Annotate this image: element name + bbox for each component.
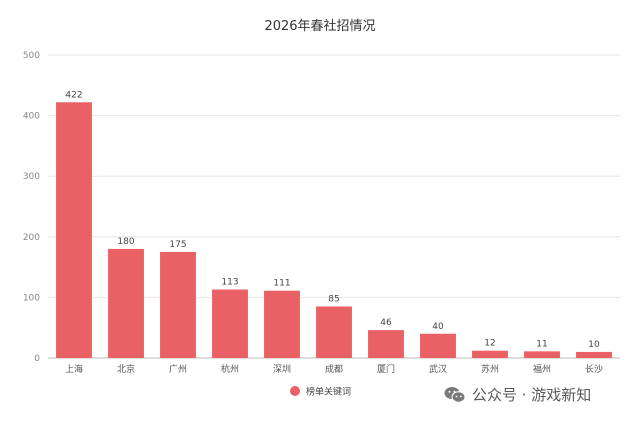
bar[interactable]	[420, 333, 456, 358]
data-labels: 422 180 175 113 111 85 46 40 12 11 10	[65, 90, 600, 350]
x-tick-label: 上海	[65, 363, 83, 375]
x-axis-categories: 上海 北京 广州 杭州 深圳 成都 厦门 武汉 苏州 福州 长沙	[65, 363, 603, 375]
bar-value-label: 180	[117, 237, 134, 247]
bar-value-label: 12	[484, 339, 495, 349]
y-tick-label: 100	[23, 293, 40, 303]
y-tick-label: 0	[34, 354, 40, 364]
bar[interactable]	[212, 289, 248, 358]
bar-value-label: 40	[432, 322, 444, 332]
bar[interactable]	[316, 306, 352, 358]
chart-title: 2026年春社招情况	[264, 18, 375, 34]
y-axis-ticks: 0 100 200 300 400 500	[23, 51, 40, 364]
bar-value-label: 10	[588, 340, 600, 350]
bar-value-label: 113	[221, 278, 238, 288]
x-tick-label: 深圳	[273, 364, 291, 375]
x-tick-label: 苏州	[481, 363, 499, 375]
bar-value-label: 11	[536, 339, 547, 349]
x-tick-label: 北京	[117, 363, 135, 375]
bar[interactable]	[576, 351, 612, 358]
legend-label: 榜单关键词	[306, 386, 351, 398]
bar-value-label: 46	[380, 318, 392, 328]
x-tick-label: 武汉	[429, 363, 447, 375]
y-tick-label: 200	[23, 233, 40, 243]
y-tick-label: 500	[23, 51, 40, 61]
x-tick-label: 长沙	[585, 363, 603, 375]
bar[interactable]	[524, 351, 560, 358]
legend[interactable]: 榜单关键词	[290, 386, 351, 398]
bar[interactable]	[472, 350, 508, 358]
x-tick-label: 厦门	[377, 363, 395, 375]
bar[interactable]	[160, 251, 196, 358]
wechat-icon	[444, 386, 466, 404]
grid-lines	[48, 54, 620, 298]
x-tick-label: 成都	[325, 363, 343, 375]
y-tick-label: 300	[23, 172, 40, 182]
x-tick-label: 广州	[169, 363, 187, 375]
bar-value-label: 111	[273, 279, 290, 289]
x-tick-label: 福州	[533, 363, 551, 375]
watermark: 公众号 · 游戏新知	[444, 384, 591, 405]
y-tick-label: 400	[23, 112, 40, 122]
bar[interactable]	[56, 102, 92, 358]
x-tick-label: 杭州	[221, 363, 239, 375]
bars	[56, 102, 612, 358]
bar[interactable]	[264, 290, 300, 358]
bar-value-label: 422	[65, 90, 82, 100]
bar[interactable]	[368, 330, 404, 358]
bar-value-label: 85	[328, 294, 339, 304]
bar-value-label: 175	[169, 240, 186, 250]
legend-marker	[290, 386, 300, 396]
watermark-text: 公众号 · 游戏新知	[472, 386, 592, 404]
bar[interactable]	[108, 248, 144, 358]
